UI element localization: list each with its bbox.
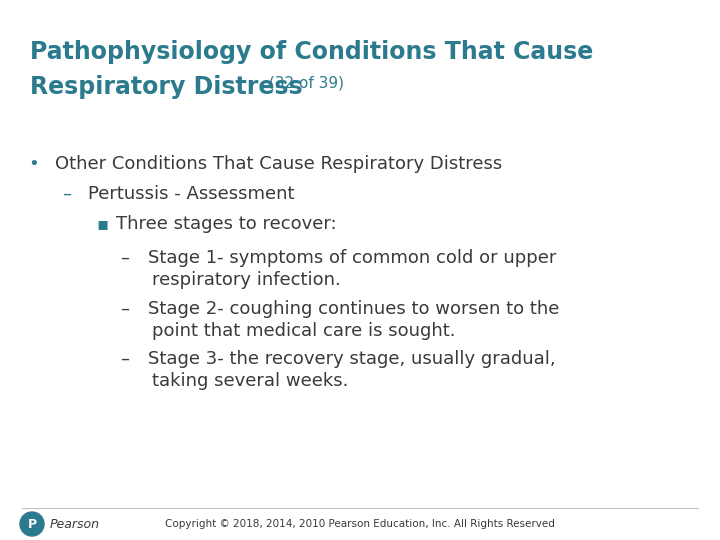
Text: Stage 3- the recovery stage, usually gradual,: Stage 3- the recovery stage, usually gra…: [148, 350, 556, 368]
Text: Pertussis - Assessment: Pertussis - Assessment: [88, 185, 294, 203]
Text: –: –: [120, 300, 129, 318]
Text: –: –: [120, 249, 129, 267]
Text: •: •: [28, 155, 39, 173]
Text: Copyright © 2018, 2014, 2010 Pearson Education, Inc. All Rights Reserved: Copyright © 2018, 2014, 2010 Pearson Edu…: [165, 519, 555, 529]
Text: ▪: ▪: [96, 215, 108, 233]
Text: Three stages to recover:: Three stages to recover:: [116, 215, 337, 233]
Text: Respiratory Distress: Respiratory Distress: [30, 75, 302, 99]
Text: (32 of 39): (32 of 39): [264, 75, 344, 90]
Text: Other Conditions That Cause Respiratory Distress: Other Conditions That Cause Respiratory …: [55, 155, 503, 173]
Text: –: –: [120, 350, 129, 368]
Text: –: –: [62, 185, 71, 203]
Circle shape: [20, 512, 44, 536]
Text: taking several weeks.: taking several weeks.: [152, 372, 348, 390]
Text: point that medical care is sought.: point that medical care is sought.: [152, 322, 456, 340]
Text: Stage 1- symptoms of common cold or upper: Stage 1- symptoms of common cold or uppe…: [148, 249, 557, 267]
Text: Pearson: Pearson: [50, 517, 100, 530]
Text: respiratory infection.: respiratory infection.: [152, 271, 341, 289]
Text: Pathophysiology of Conditions That Cause: Pathophysiology of Conditions That Cause: [30, 40, 593, 64]
Text: Stage 2- coughing continues to worsen to the: Stage 2- coughing continues to worsen to…: [148, 300, 559, 318]
Text: P: P: [27, 517, 37, 530]
